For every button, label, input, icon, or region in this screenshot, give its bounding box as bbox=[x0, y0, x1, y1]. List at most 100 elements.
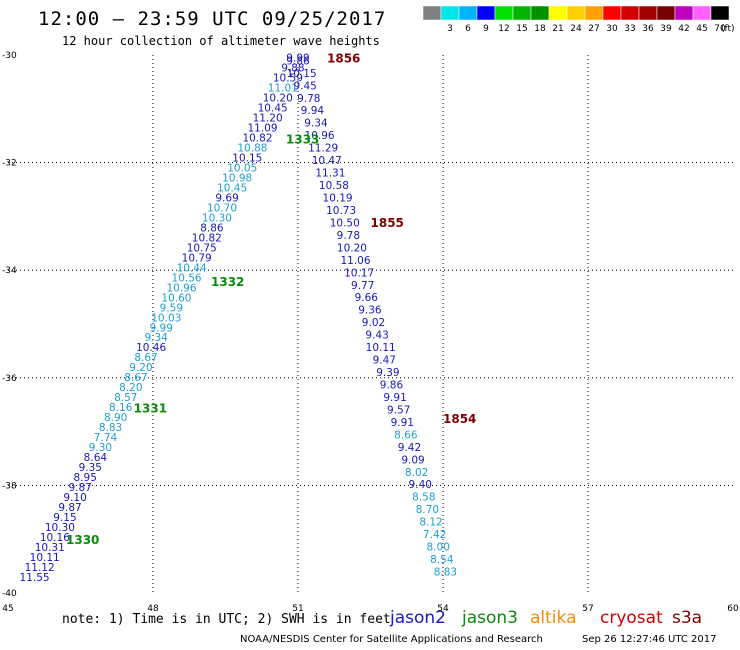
wave-height-value: 9.47 bbox=[373, 355, 396, 367]
wave-height-value: 11.06 bbox=[340, 255, 370, 267]
wave-height-value: 11.31 bbox=[315, 168, 345, 180]
wave-height-value: 9.15 bbox=[53, 512, 76, 524]
wave-height-value: 10.31 bbox=[35, 542, 65, 554]
wave-height-value: 10.73 bbox=[326, 205, 356, 217]
map-grid bbox=[8, 55, 733, 593]
wave-height-value: 9.43 bbox=[365, 330, 388, 342]
wave-height-value: 11.09 bbox=[248, 123, 278, 135]
legend-label: 18 bbox=[534, 24, 546, 34]
wave-height-value: 8.02 bbox=[405, 467, 428, 479]
wave-height-value: 10.45 bbox=[258, 103, 288, 115]
wave-height-value: 8.16 bbox=[109, 402, 133, 414]
wave-height-value: 9.34 bbox=[304, 118, 328, 130]
page-title: 12:00 – 23:59 UTC 09/25/2017 bbox=[38, 8, 387, 30]
wave-height-value: 10.05 bbox=[227, 163, 257, 175]
timestamp: Sep 26 12:27:46 UTC 2017 bbox=[582, 634, 717, 645]
legend-swatch bbox=[530, 5, 550, 21]
wave-height-value: 9.86 bbox=[286, 55, 310, 67]
lon-tick-label: 54 bbox=[437, 604, 449, 614]
wave-height-value: 10.15 bbox=[287, 68, 317, 80]
wave-height-value: 8.00 bbox=[427, 542, 450, 554]
footer-note: note: 1) Time is in UTC; 2) SWH is in fe… bbox=[62, 612, 391, 627]
legend-swatch bbox=[548, 5, 568, 21]
wave-height-value: 9.59 bbox=[160, 302, 183, 314]
lat-tick-label: -34 bbox=[2, 266, 17, 276]
legend-swatch bbox=[674, 5, 694, 21]
wave-height-value: 11.20 bbox=[253, 113, 283, 125]
wave-height-value: 10.58 bbox=[319, 180, 349, 192]
wave-height-value: 8.95 bbox=[74, 472, 97, 484]
wave-height-value: 10.19 bbox=[323, 193, 353, 205]
lon-tick-label: 48 bbox=[147, 604, 159, 614]
legend-swatch bbox=[494, 5, 514, 21]
lat-tick-label: -32 bbox=[2, 159, 17, 169]
legend-label: 21 bbox=[552, 24, 563, 34]
wave-height-value: 10.20 bbox=[263, 93, 293, 105]
wave-height-value: 10.88 bbox=[237, 143, 267, 155]
legend-swatch bbox=[638, 5, 658, 21]
legend-swatch bbox=[710, 5, 730, 21]
legend-label: 45 bbox=[696, 24, 707, 34]
wave-height-value: 9.78 bbox=[337, 230, 360, 242]
wave-height-value: 8.83 bbox=[434, 566, 457, 578]
pass-time-label: 1332 bbox=[211, 275, 244, 289]
legend-label: 12 bbox=[498, 24, 509, 34]
legend-label: 3 bbox=[447, 24, 453, 34]
wave-height-value: 9.88 bbox=[281, 63, 304, 75]
wave-height-value: 9.40 bbox=[409, 479, 432, 491]
wave-height-value: 10.11 bbox=[30, 552, 60, 564]
satellite-altika: altika bbox=[530, 608, 577, 628]
wave-height-value: 9.77 bbox=[351, 280, 374, 292]
wave-height-value: 9.35 bbox=[79, 462, 102, 474]
lat-tick-label: -30 bbox=[2, 51, 17, 61]
lat-tick-label: -38 bbox=[2, 481, 17, 491]
satellite-cryosat: cryosat bbox=[600, 608, 663, 628]
wave-height-value: 9.10 bbox=[63, 492, 86, 504]
wave-height-value: 8.54 bbox=[430, 554, 454, 566]
wave-height-value: 10.30 bbox=[202, 212, 232, 224]
wave-height-value: 9.91 bbox=[383, 392, 406, 404]
legend-swatch bbox=[566, 5, 586, 21]
pass-time-label: 1856 bbox=[327, 52, 360, 66]
wave-height-value: 10.98 bbox=[222, 172, 252, 184]
wave-height-value: 9.02 bbox=[362, 317, 385, 329]
wave-height-value: 9.87 bbox=[68, 482, 91, 494]
pass-time-label: 1330 bbox=[66, 533, 99, 547]
credit-line: NOAA/NESDIS Center for Satellite Applica… bbox=[240, 634, 543, 645]
time-labels: 1330 1331 1332 1333 1854 1855 1856 bbox=[66, 52, 476, 548]
pass-time-label: 1855 bbox=[371, 216, 404, 230]
legend-label: 24 bbox=[570, 24, 582, 34]
wave-height-value: 9.45 bbox=[293, 80, 316, 92]
lat-tick-label: -40 bbox=[2, 589, 17, 599]
wave-height-value: 8.86 bbox=[200, 222, 224, 234]
wave-height-value: 10.20 bbox=[337, 242, 367, 254]
wave-height-value: 10.96 bbox=[166, 282, 196, 294]
wave-height-value: 9.99 bbox=[286, 53, 309, 65]
wave-height-value: 9.36 bbox=[358, 305, 382, 317]
wave-height-value: 8.90 bbox=[104, 412, 127, 424]
wave-height-value: 10.03 bbox=[151, 312, 181, 324]
wave-height-value: 9.91 bbox=[391, 417, 414, 429]
legend-unit: (ft) bbox=[721, 24, 735, 34]
wave-height-value: 10.50 bbox=[330, 217, 360, 229]
wave-height-value: 10.30 bbox=[45, 522, 75, 534]
pass-time-label: 1331 bbox=[134, 401, 167, 415]
wave-height-value: 9.66 bbox=[355, 292, 379, 304]
wave-height-value: 9.69 bbox=[215, 192, 238, 204]
wave-height-value: 8.66 bbox=[394, 429, 418, 441]
wave-height-value: 8.67 bbox=[134, 352, 157, 364]
wave-height-value: 10.46 bbox=[136, 342, 166, 354]
wave-height-value: 9.99 bbox=[150, 322, 173, 334]
wave-height-value: 9.78 bbox=[297, 93, 320, 105]
wave-height-value: 9.20 bbox=[129, 362, 152, 374]
legend-swatch bbox=[692, 5, 712, 21]
wave-height-value: 10.96 bbox=[305, 130, 335, 142]
legend-swatch bbox=[584, 5, 604, 21]
wave-height-value: 8.64 bbox=[84, 452, 108, 464]
legend-label: 36 bbox=[642, 24, 654, 34]
legend-label: 39 bbox=[660, 24, 672, 34]
wave-height-value: 7.42 bbox=[423, 529, 446, 541]
legend-swatch bbox=[620, 5, 640, 21]
wave-height-value: 9.34 bbox=[144, 332, 168, 344]
